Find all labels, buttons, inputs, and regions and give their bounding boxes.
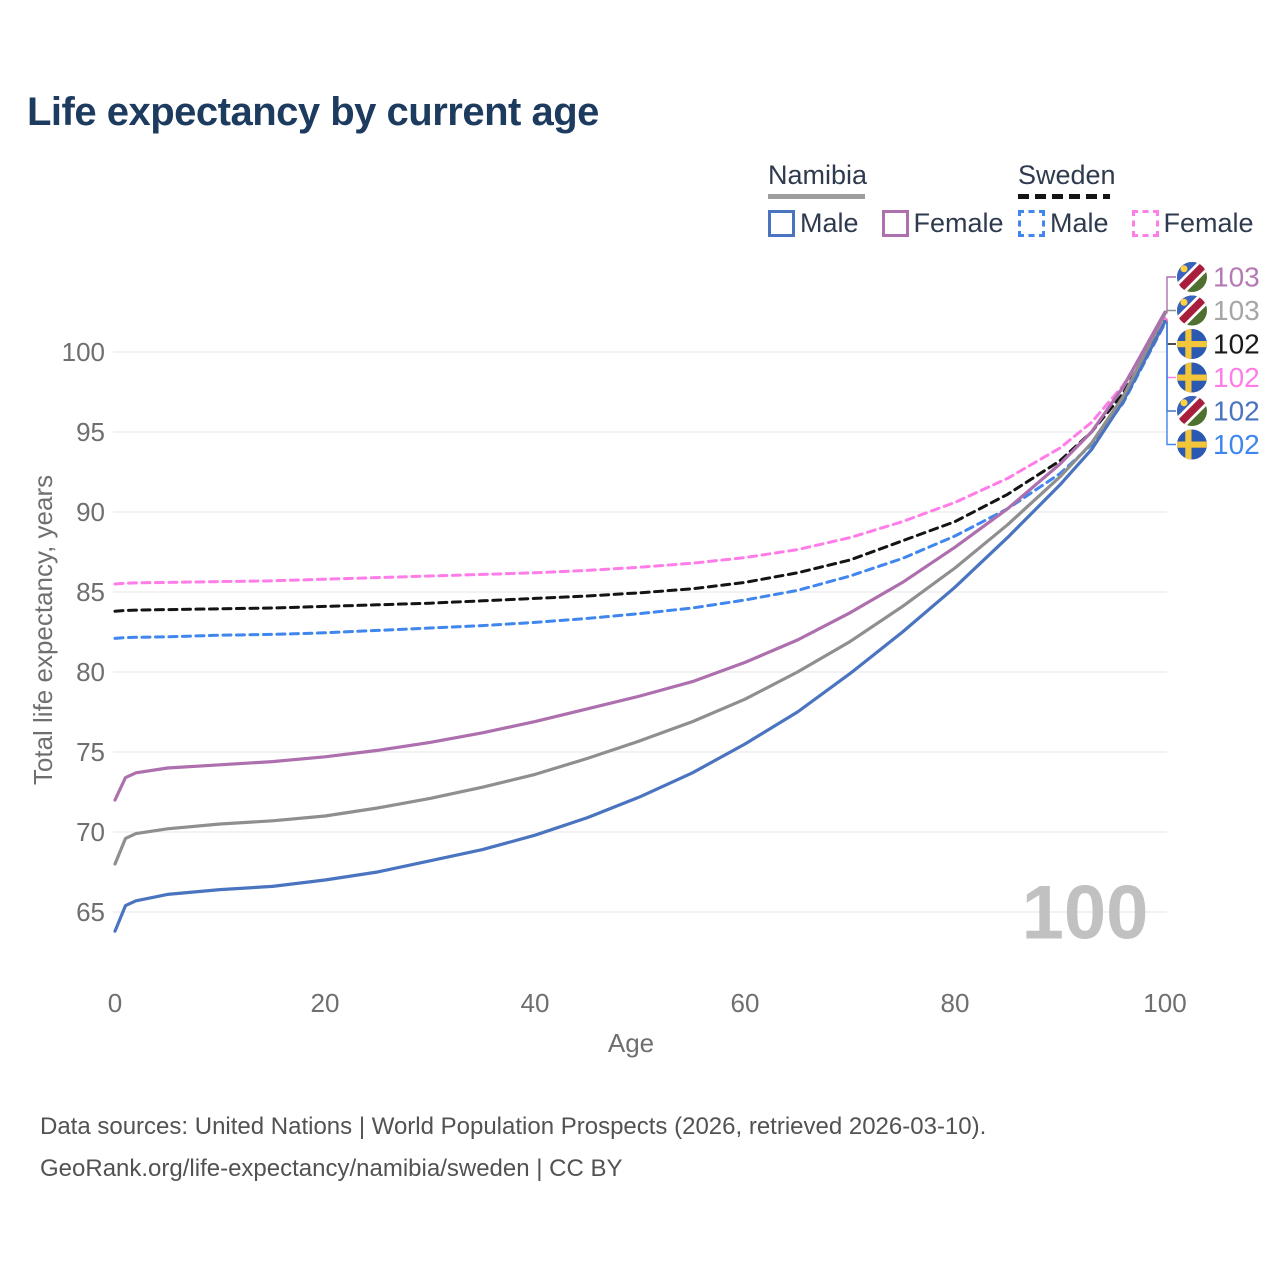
y-tick-label: 100 bbox=[62, 337, 105, 367]
attribution-line: GeoRank.org/life-expectancy/namibia/swed… bbox=[40, 1155, 623, 1182]
legend-group-sweden: Sweden Male Female bbox=[1018, 160, 1254, 239]
x-tick-label: 0 bbox=[108, 988, 122, 1018]
axis-labels: 65 70 75 80 85 90 95 100 0 20 40 60 80 100 bbox=[62, 337, 1187, 1018]
y-tick-label: 70 bbox=[76, 817, 105, 847]
legend-label: Male bbox=[1050, 208, 1109, 238]
legend-item-namibia-female[interactable]: Female bbox=[881, 208, 1004, 239]
series-line-swe_male[interactable] bbox=[113, 321, 1167, 640]
x-tick-label: 60 bbox=[731, 988, 760, 1018]
end-label-nam_male: 102 bbox=[1213, 396, 1260, 427]
y-tick-label: 65 bbox=[76, 897, 105, 927]
series-line-nam_male[interactable] bbox=[113, 320, 1167, 933]
x-tick-label: 20 bbox=[311, 988, 340, 1018]
legend-item-sweden-female[interactable]: Female bbox=[1131, 208, 1254, 239]
end-label-swe_female: 102 bbox=[1213, 362, 1260, 393]
series-lines bbox=[113, 310, 1167, 933]
legend-country-sweden: Sweden bbox=[1018, 160, 1116, 190]
series-line-swe_female[interactable] bbox=[113, 316, 1167, 586]
legend-item-namibia-male[interactable]: Male bbox=[768, 208, 859, 239]
flag-sweden-icon bbox=[1177, 329, 1207, 359]
x-tick-label: 100 bbox=[1143, 988, 1186, 1018]
namibia-male-swatch-icon bbox=[768, 210, 795, 237]
flag-namibia-icon bbox=[1172, 391, 1212, 431]
end-label-swe_male: 102 bbox=[1213, 429, 1260, 460]
y-tick-label: 75 bbox=[76, 737, 105, 767]
end-connector-nam_female bbox=[1166, 276, 1176, 312]
flag-sweden-icon bbox=[1177, 363, 1207, 393]
y-tick-label: 95 bbox=[76, 417, 105, 447]
y-tick-label: 85 bbox=[76, 577, 105, 607]
x-axis-title: Age bbox=[608, 1028, 654, 1058]
footer: Data sources: United Nations | World Pop… bbox=[40, 1106, 986, 1190]
end-label-nam_both: 103 bbox=[1213, 295, 1260, 326]
legend-linestyle-dashed bbox=[1018, 194, 1110, 199]
end-connector-swe_female bbox=[1166, 318, 1176, 379]
age-watermark: 100 bbox=[1022, 871, 1149, 956]
legend-linestyle-solid bbox=[768, 194, 865, 199]
series-line-nam_both[interactable] bbox=[113, 312, 1167, 866]
end-label-nam_female: 103 bbox=[1213, 262, 1260, 293]
legend-country-namibia: Namibia bbox=[768, 160, 868, 190]
y-tick-label: 80 bbox=[76, 657, 105, 687]
series-line-nam_female[interactable] bbox=[113, 310, 1167, 802]
legend-label: Female bbox=[913, 208, 1004, 238]
end-connector-swe_male bbox=[1166, 323, 1176, 446]
legend-group-namibia: Namibia Male Female bbox=[768, 160, 1004, 239]
flag-namibia-icon bbox=[1172, 257, 1212, 297]
y-axis-title: Total life expectancy, years bbox=[28, 475, 58, 785]
flag-namibia-icon bbox=[1172, 291, 1212, 331]
series-line-swe_both[interactable] bbox=[113, 318, 1167, 613]
y-tick-label: 90 bbox=[76, 497, 105, 527]
legend-label: Male bbox=[800, 208, 859, 238]
flag-sweden-icon bbox=[1177, 430, 1207, 460]
page-title: Life expectancy by current age bbox=[27, 90, 599, 134]
end-connector-nam_male bbox=[1166, 321, 1176, 412]
legend-label: Female bbox=[1163, 208, 1254, 238]
data-sources-line: Data sources: United Nations | World Pop… bbox=[40, 1113, 987, 1140]
x-tick-label: 80 bbox=[941, 988, 970, 1018]
end-connector-swe_both bbox=[1166, 320, 1176, 345]
sweden-female-swatch-icon bbox=[1131, 210, 1159, 237]
namibia-female-swatch-icon bbox=[881, 210, 909, 237]
end-label-swe_both: 102 bbox=[1213, 329, 1260, 360]
gridlines bbox=[113, 351, 1167, 913]
end-connector-nam_both bbox=[1166, 309, 1176, 314]
sweden-male-swatch-icon bbox=[1018, 210, 1045, 237]
legend-item-sweden-male[interactable]: Male bbox=[1018, 208, 1109, 239]
x-tick-label: 40 bbox=[521, 988, 550, 1018]
